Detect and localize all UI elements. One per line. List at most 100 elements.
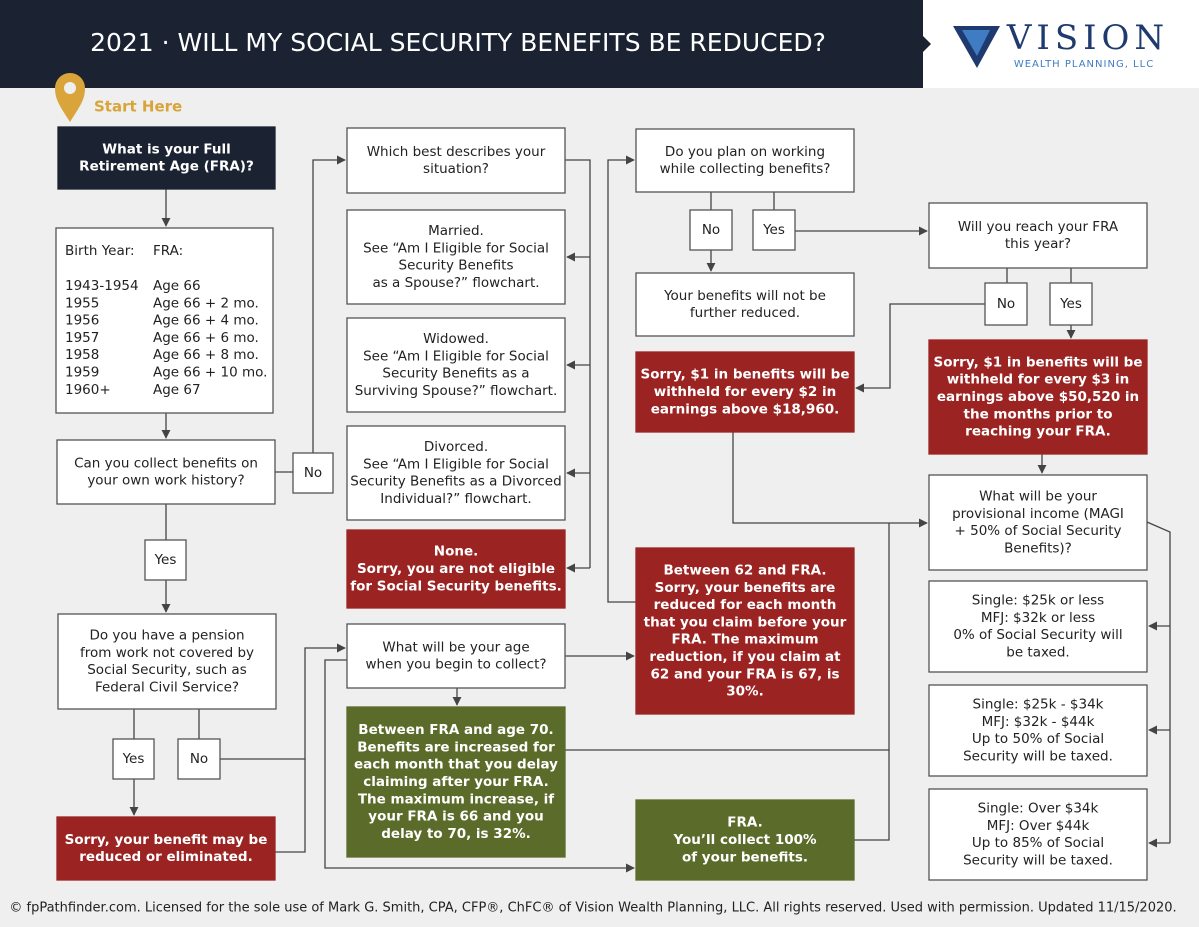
node-box [56,816,276,881]
node-text: Will you reach your FRA [958,219,1119,235]
node-text: from work not covered by [80,645,254,661]
node-text: Between FRA and age 70. [358,722,553,738]
node-box [984,282,1028,326]
node-text: of your benefits. [682,849,808,865]
node-text: Security Benefits as a Divorced [350,474,561,490]
node-text: Security will be taxed. [963,748,1113,764]
node-text: 62 and your FRA is 67, is [650,666,839,682]
node-box [928,474,1148,571]
connector [854,750,890,841]
fra-table-cell: 1957 [65,330,99,346]
fra-table-cell: 1955 [65,295,99,311]
node-text: your own work history? [87,473,244,489]
node-text: Security Benefits as a [382,366,529,382]
node-box [177,738,221,780]
node-text: reduced or eliminated. [79,849,252,865]
header-notch [923,36,931,52]
node-box [57,126,276,190]
node-text: Yes [1059,296,1082,312]
node-box [346,623,566,689]
node-box [56,439,276,505]
node-text: Sorry, $1 in benefits will be [934,354,1143,370]
fra-table-cell: Age 66 + 10 mo. [153,365,267,381]
node-box [346,127,566,194]
node-text: FRA. The maximum [671,632,818,648]
node-text: What will be your [979,489,1097,505]
connector [565,159,591,568]
node-text: Single: Over $34k [978,801,1099,817]
node-text: reduction, if you claim at [649,649,841,665]
node-text: claiming after your FRA. [363,774,548,790]
start-pin [55,73,85,122]
fra-table-cell: Age 66 [153,278,201,294]
node-box [346,425,566,521]
node-text: + 50% of Social Security [955,523,1122,539]
node-text: Single: $25k or less [972,593,1104,609]
node-box [635,128,855,193]
node-text: Sorry, your benefit may be [65,832,268,848]
logo-name: VISION [1006,18,1169,58]
node-text: provisional income (MAGI [952,506,1124,522]
node-text: You’ll collect 100% [672,832,817,848]
connector [855,303,985,393]
fra-table-cell: Age 67 [153,382,201,398]
fra-table-cell: Age 66 + 2 mo. [153,295,259,311]
node-box [346,209,566,305]
node-text: Married. [428,223,484,239]
logo-tagline: WEALTH PLANNING, LLC [1014,59,1154,70]
fra-table-cell: 1958 [65,347,99,363]
node-text: Which best describes your [367,144,546,160]
node-text: situation? [423,161,489,177]
node-text: Retirement Age (FRA)? [79,159,254,175]
node-box [635,799,855,881]
fra-table-cell: 1960+ [65,382,111,398]
fra-table-box [55,227,274,414]
connector [312,155,346,453]
connector [732,432,928,528]
node-text: Between 62 and FRA. [663,562,826,578]
footer: © fpPathfinder.com. Licensed for the sol… [9,901,1176,916]
node-box [928,580,1148,673]
connector [607,155,636,603]
node-text: when you begin to collect? [365,657,546,673]
node-text: earnings above $50,520 in [937,389,1139,405]
node-text: MFJ: $32k - $44k [982,714,1095,730]
node-box [635,547,855,715]
fra-table-header: FRA: [153,243,183,259]
node-text: your FRA is 66 and you [368,809,543,825]
fra-table-cell: 1943-1954 [65,278,139,294]
node-text: None. [434,544,478,560]
fra-table-header: Birth Year: [65,243,135,259]
node-text: Security Benefits [399,258,514,274]
header-title: 2021 · WILL MY SOCIAL SECURITY BENEFITS … [90,28,826,57]
node-text: delay to 70, is 32%. [381,826,531,842]
node-box [346,317,566,413]
connector [1146,521,1171,843]
node-text: No [190,751,208,767]
fra-table-cell: 1959 [65,365,99,381]
node-text: The maximum increase, if [358,791,554,807]
node-text: Up to 50% of Social [972,731,1104,747]
connector [324,659,635,873]
fra-table-cell: 1956 [65,313,99,329]
node-box [112,738,155,780]
node-box [144,539,187,581]
node-box [635,272,855,337]
connector [220,643,346,760]
node-text: Social Security, such as [87,662,247,678]
node-text: Benefits are increased for [357,739,555,755]
start-pin-hole [64,82,76,94]
node-text: the months prior to [964,406,1113,422]
logo-mark-inner [962,30,990,56]
connector [275,759,306,853]
node-text: Do you have a pension [89,628,244,644]
node-text: No [997,296,1015,312]
node-text: withheld for every $3 in [947,372,1129,388]
nodes: What is your Full Retirement Age (FRA)? Ca… [55,126,1148,881]
node-text: reduced for each month [654,597,837,613]
node-box [1049,282,1093,326]
node-text: Up to 85% of Social [972,835,1104,851]
node-box [635,351,855,433]
